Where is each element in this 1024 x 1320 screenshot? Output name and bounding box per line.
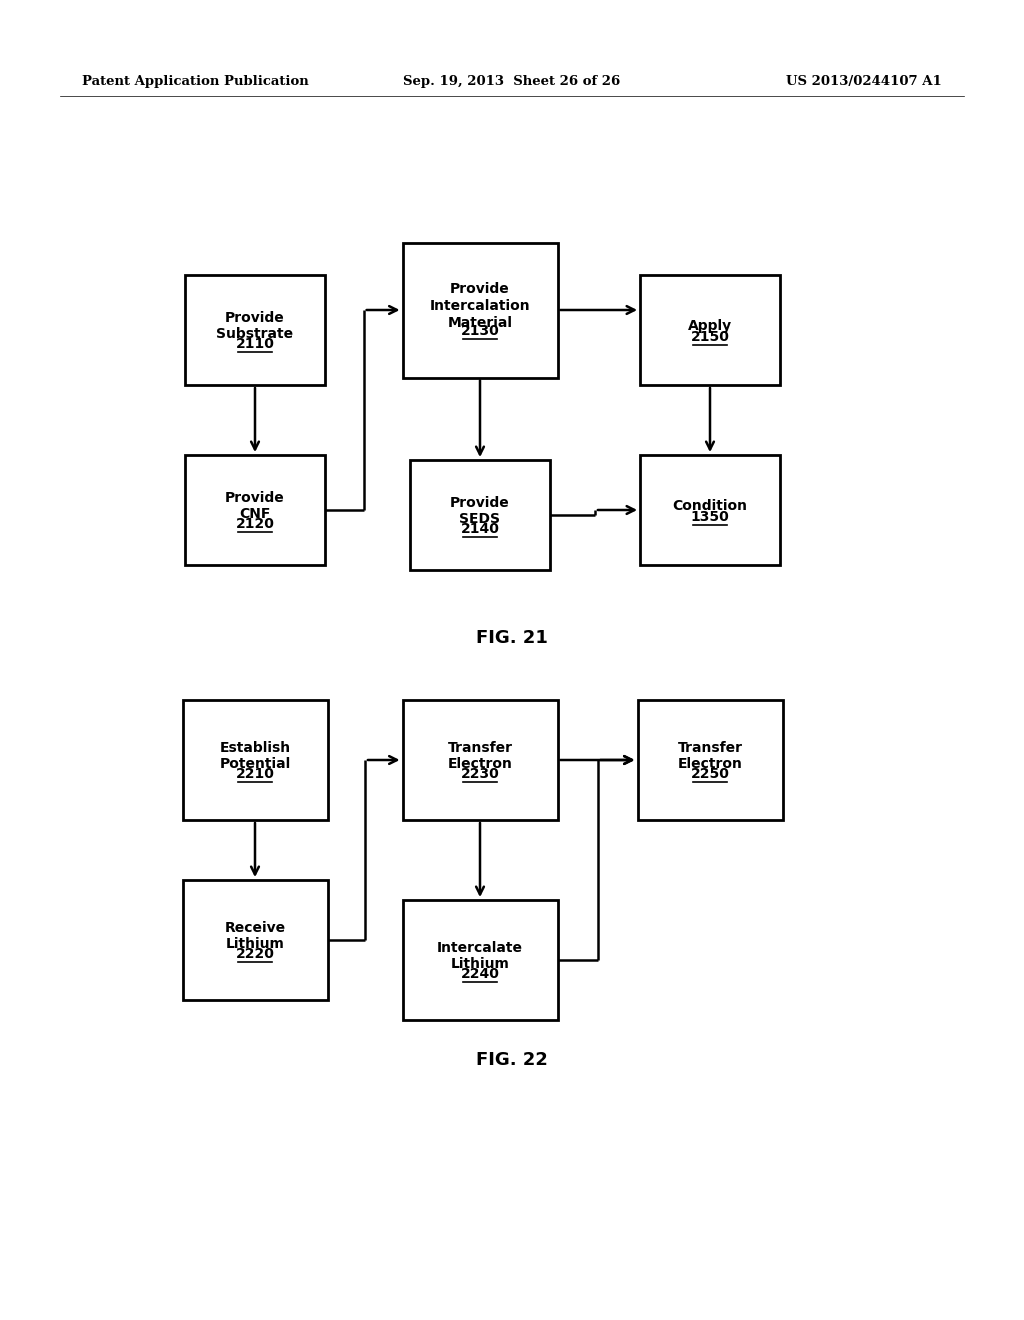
Text: 1350: 1350 <box>690 510 729 524</box>
Bar <box>402 900 557 1020</box>
Bar <box>640 455 780 565</box>
Text: Provide
Substrate: Provide Substrate <box>216 310 294 342</box>
Text: Provide
CNF: Provide CNF <box>225 491 285 521</box>
Text: Receive
Lithium: Receive Lithium <box>224 921 286 952</box>
Bar <box>182 880 328 1001</box>
Bar <box>185 275 325 385</box>
Text: 2210: 2210 <box>236 767 274 781</box>
Text: Sep. 19, 2013  Sheet 26 of 26: Sep. 19, 2013 Sheet 26 of 26 <box>403 75 621 88</box>
Text: 2240: 2240 <box>461 968 500 981</box>
Text: Provide
Intercalation
Material: Provide Intercalation Material <box>430 282 530 330</box>
Text: US 2013/0244107 A1: US 2013/0244107 A1 <box>786 75 942 88</box>
Text: 2220: 2220 <box>236 948 274 961</box>
Text: 2230: 2230 <box>461 767 500 781</box>
Text: Intercalate
Lithium: Intercalate Lithium <box>437 941 523 972</box>
Text: Establish
Potential: Establish Potential <box>219 741 291 771</box>
Bar <box>185 455 325 565</box>
Text: Patent Application Publication: Patent Application Publication <box>82 75 309 88</box>
Text: 2130: 2130 <box>461 325 500 338</box>
Text: 2250: 2250 <box>690 767 729 781</box>
Text: Apply: Apply <box>688 319 732 333</box>
Text: Provide
SEDS: Provide SEDS <box>451 496 510 527</box>
Text: Transfer
Electron: Transfer Electron <box>678 741 742 771</box>
Text: 2140: 2140 <box>461 523 500 536</box>
Text: Condition: Condition <box>673 499 748 513</box>
Bar <box>402 700 557 820</box>
Bar <box>410 459 550 570</box>
Text: FIG. 21: FIG. 21 <box>476 630 548 647</box>
Bar <box>182 700 328 820</box>
Text: Transfer
Electron: Transfer Electron <box>447 741 512 771</box>
Bar <box>640 275 780 385</box>
Bar <box>402 243 557 378</box>
Text: FIG. 22: FIG. 22 <box>476 1051 548 1069</box>
Text: 2110: 2110 <box>236 338 274 351</box>
Bar <box>638 700 782 820</box>
Text: 2120: 2120 <box>236 517 274 531</box>
Text: 2150: 2150 <box>690 330 729 345</box>
